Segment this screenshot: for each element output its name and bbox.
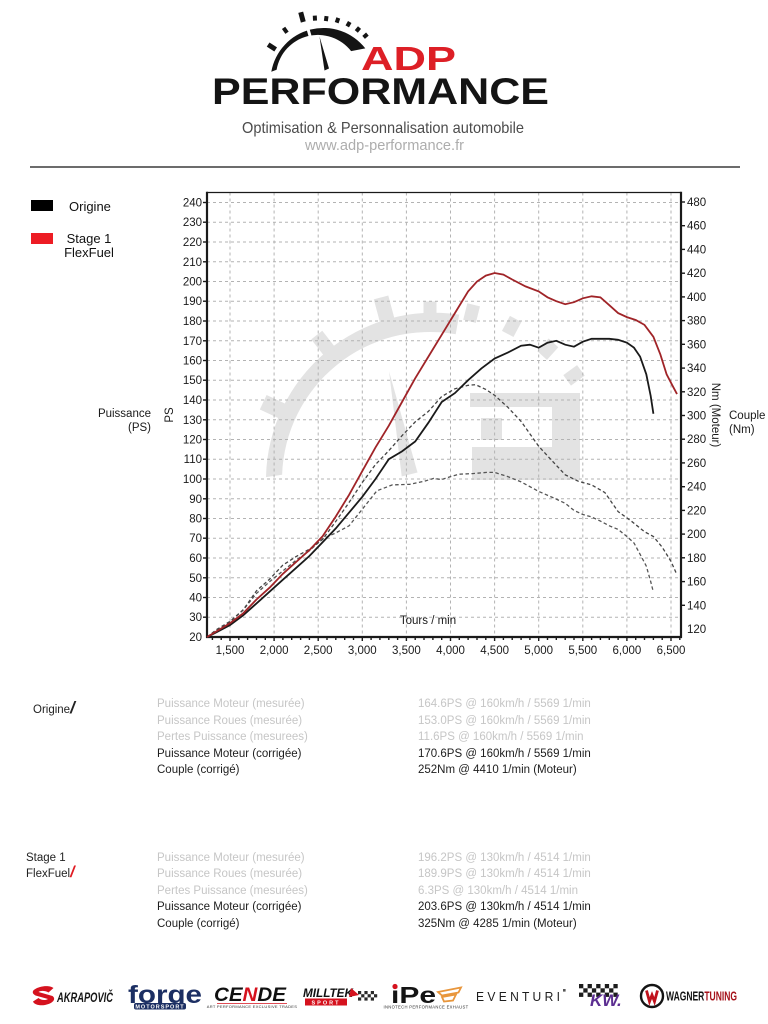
svg-text:240: 240 xyxy=(183,198,202,210)
svg-text:KW.: KW. xyxy=(590,991,622,1010)
svg-text:320: 320 xyxy=(687,387,706,399)
svg-text:300: 300 xyxy=(687,411,706,423)
svg-text:210: 210 xyxy=(183,257,202,269)
svg-text:150: 150 xyxy=(183,375,202,387)
svg-text:5,500: 5,500 xyxy=(568,645,597,657)
svg-text:Optimisation & Personnalisatio: Optimisation & Personnalisation automobi… xyxy=(242,120,524,137)
svg-text:340: 340 xyxy=(687,363,706,375)
svg-text:ART PERFORMANCE EXCLUSIVE TRAD: ART PERFORMANCE EXCLUSIVE TRADES xyxy=(207,1004,298,1009)
svg-text:140: 140 xyxy=(183,395,202,407)
svg-text:140: 140 xyxy=(687,600,706,612)
svg-text:PERFORMANCE: PERFORMANCE xyxy=(212,71,549,112)
svg-text:380: 380 xyxy=(687,316,706,328)
svg-text:180: 180 xyxy=(687,553,706,565)
svg-text:E V E N T U R I: E V E N T U R I xyxy=(476,990,560,1004)
svg-text:420: 420 xyxy=(687,268,706,280)
svg-text:(PS): (PS) xyxy=(128,422,151,434)
svg-text:180: 180 xyxy=(183,316,202,328)
svg-text:ADP: ADP xyxy=(361,40,456,77)
svg-text:www.adp-performance.fr: www.adp-performance.fr xyxy=(304,138,464,154)
svg-text:170: 170 xyxy=(183,336,202,348)
svg-text:2,000: 2,000 xyxy=(260,645,289,657)
svg-text:220: 220 xyxy=(687,505,706,517)
svg-text:260: 260 xyxy=(687,458,706,470)
svg-text:5,000: 5,000 xyxy=(524,645,553,657)
svg-text:200: 200 xyxy=(687,529,706,541)
svg-text:80: 80 xyxy=(189,514,202,526)
svg-text:6,000: 6,000 xyxy=(613,645,642,657)
svg-text:230: 230 xyxy=(183,217,202,229)
svg-text:20: 20 xyxy=(189,632,202,644)
svg-text:Tours / min: Tours / min xyxy=(400,615,456,627)
svg-text:4,000: 4,000 xyxy=(436,645,465,657)
svg-text:120: 120 xyxy=(687,624,706,636)
svg-text:iPe: iPe xyxy=(391,982,436,1008)
svg-text:Stage 1: Stage 1 xyxy=(67,231,112,246)
svg-text:MOTORSPORT: MOTORSPORT xyxy=(135,1005,184,1011)
svg-text:FlexFuel: FlexFuel xyxy=(64,245,114,260)
svg-text:190: 190 xyxy=(183,296,202,308)
svg-text:60: 60 xyxy=(189,553,202,565)
svg-text:AKRAPOVIČ: AKRAPOVIČ xyxy=(56,990,113,1005)
svg-text:1,500: 1,500 xyxy=(216,645,245,657)
svg-text:220: 220 xyxy=(183,237,202,249)
svg-text:110: 110 xyxy=(184,454,202,466)
svg-text:(Nm): (Nm) xyxy=(729,424,755,436)
svg-text:Puissance: Puissance xyxy=(98,408,151,420)
svg-text:120: 120 xyxy=(183,435,202,447)
svg-text:6,500: 6,500 xyxy=(657,645,686,657)
svg-text:3,000: 3,000 xyxy=(348,645,377,657)
svg-text:Origine: Origine xyxy=(69,199,111,214)
svg-text:4,500: 4,500 xyxy=(480,645,509,657)
svg-text:Nm (Moteur): Nm (Moteur) xyxy=(709,383,721,448)
svg-text:PS: PS xyxy=(164,407,176,423)
svg-text:200: 200 xyxy=(183,277,202,289)
svg-text:280: 280 xyxy=(687,434,706,446)
svg-text:SPORT: SPORT xyxy=(312,1001,341,1007)
svg-text:360: 360 xyxy=(687,339,706,351)
svg-text:480: 480 xyxy=(687,197,706,209)
svg-text:100: 100 xyxy=(183,474,202,486)
svg-text:INNOTECH PERFORMANCE EXHAUST: INNOTECH PERFORMANCE EXHAUST xyxy=(384,1005,469,1010)
svg-text:Couple: Couple xyxy=(729,410,765,422)
svg-text:WAGNERTUNING: WAGNERTUNING xyxy=(666,990,737,1004)
svg-text:130: 130 xyxy=(183,415,202,427)
svg-text:50: 50 xyxy=(189,573,202,585)
svg-text:3,500: 3,500 xyxy=(392,645,421,657)
svg-text:400: 400 xyxy=(687,292,706,304)
svg-text:440: 440 xyxy=(687,244,706,256)
svg-text:160: 160 xyxy=(687,577,706,589)
svg-text:460: 460 xyxy=(687,221,706,233)
svg-text:MILLTEK: MILLTEK xyxy=(303,986,354,1000)
svg-text:240: 240 xyxy=(687,482,706,494)
svg-text:2,500: 2,500 xyxy=(304,645,333,657)
svg-text:40: 40 xyxy=(189,593,202,605)
svg-text:70: 70 xyxy=(189,533,202,545)
svg-text:30: 30 xyxy=(189,612,202,624)
svg-text:160: 160 xyxy=(183,356,202,368)
svg-text:90: 90 xyxy=(189,494,202,506)
